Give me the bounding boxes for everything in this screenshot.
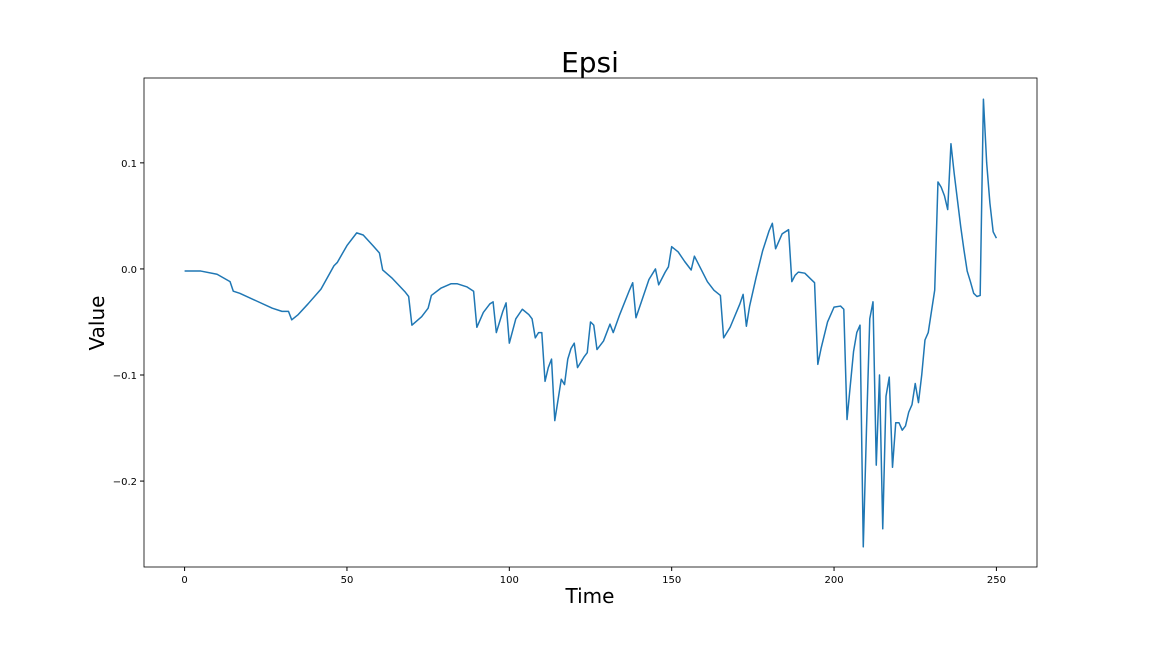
x-tick-label: 250 [987, 575, 1006, 586]
y-tick-label: 0.0 [121, 265, 137, 276]
x-tick-label: 0 [181, 575, 187, 586]
x-tick-label: 100 [500, 575, 519, 586]
x-tick-label: 200 [824, 575, 843, 586]
chart-title: Epsi [561, 46, 619, 79]
x-tick-label: 150 [662, 575, 681, 586]
plot-frame [143, 77, 1038, 568]
x-axis-label: Time [565, 584, 615, 608]
y-tick-label: −0.2 [113, 477, 137, 488]
y-tick-label: −0.1 [113, 371, 137, 382]
y-tick-label: 0.1 [121, 159, 137, 170]
x-tick-label: 50 [341, 575, 354, 586]
data-line [184, 98, 998, 548]
y-axis-label: Value [85, 296, 109, 351]
